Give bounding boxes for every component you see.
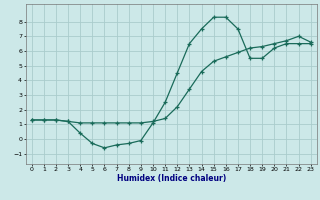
- X-axis label: Humidex (Indice chaleur): Humidex (Indice chaleur): [116, 174, 226, 183]
